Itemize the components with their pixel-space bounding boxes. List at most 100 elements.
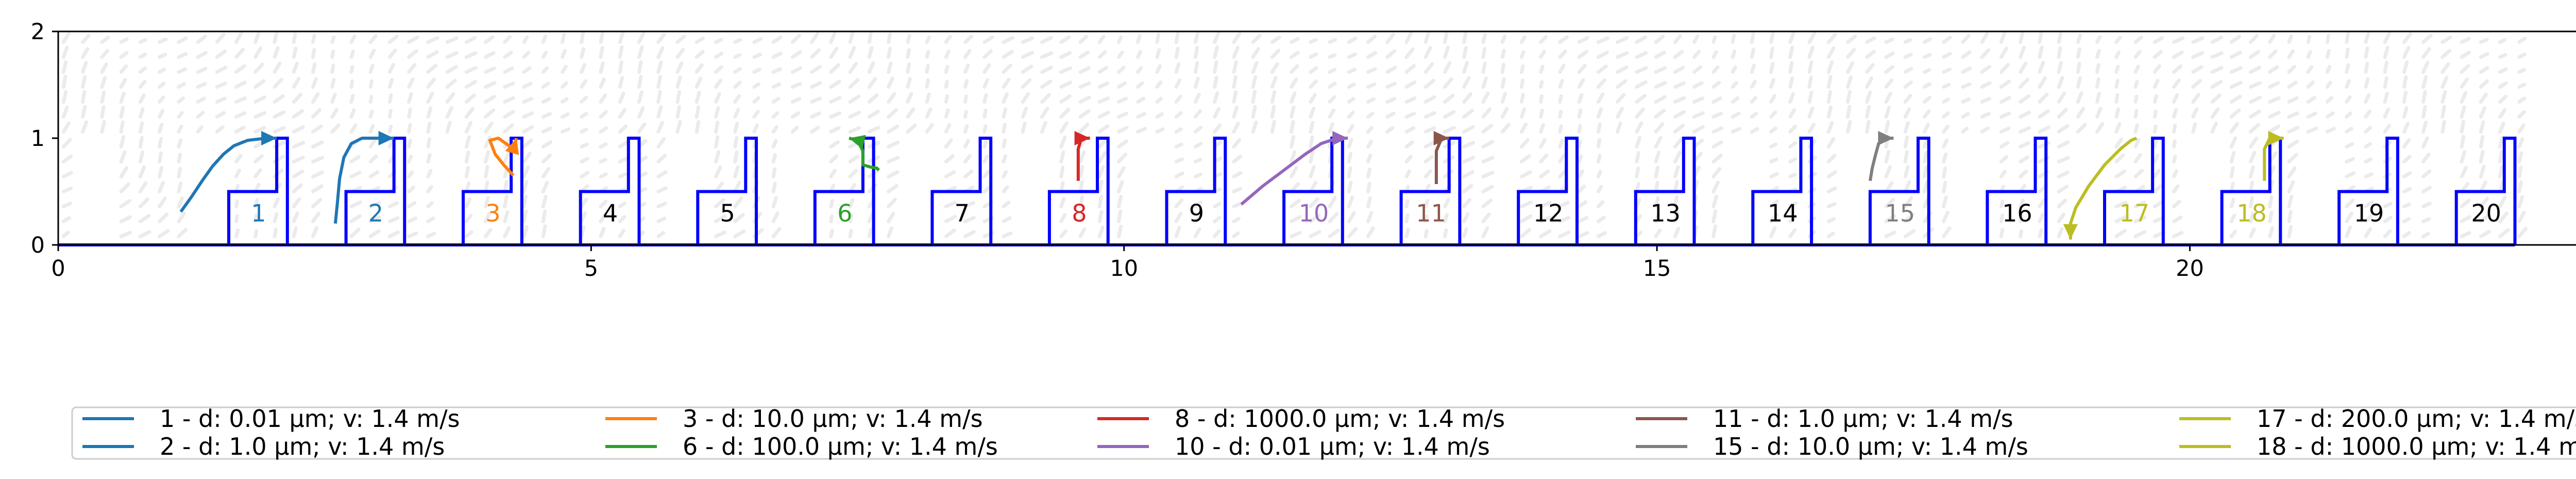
flow-arrow <box>637 90 643 104</box>
flow-arrow <box>1309 66 1318 74</box>
flow-arrow <box>1366 153 1372 164</box>
flow-arrow <box>1232 231 1240 238</box>
flow-arrow <box>2268 110 2281 119</box>
flow-arrow <box>81 47 90 59</box>
flow-arrow <box>618 172 628 179</box>
flow-arrow <box>2038 213 2044 223</box>
flow-arrow <box>100 120 106 134</box>
flow-arrow <box>1002 154 1007 164</box>
room-label-14: 14 <box>1768 199 1798 227</box>
flow-arrow <box>292 32 297 44</box>
flow-arrow <box>177 96 185 104</box>
flow-arrow <box>2364 31 2370 44</box>
flow-arrow <box>61 60 68 74</box>
flow-arrow <box>771 181 777 193</box>
flow-arrow <box>1347 110 1355 119</box>
flow-arrow <box>2345 79 2351 89</box>
flow-arrow <box>1826 232 1835 238</box>
flow-arrow <box>2383 60 2389 74</box>
flow-arrow <box>158 123 164 134</box>
flow-arrow <box>752 123 759 134</box>
flow-arrow <box>1443 228 1448 238</box>
flow-arrow <box>368 79 374 89</box>
flow-arrow <box>1999 30 2007 44</box>
flow-arrow <box>1040 79 1053 89</box>
flow-arrow <box>119 215 132 223</box>
flow-arrow <box>426 122 432 134</box>
flow-arrow <box>867 125 880 134</box>
flow-arrow <box>2114 153 2125 164</box>
flow-arrow <box>1769 199 1779 208</box>
room-outline-12 <box>1517 137 1579 245</box>
room-label-4: 4 <box>603 199 618 227</box>
flow-arrow <box>2057 76 2064 89</box>
flow-arrow <box>1462 197 1472 208</box>
flow-arrow <box>963 170 974 179</box>
flow-arrow <box>2421 105 2427 119</box>
flow-arrow <box>2421 232 2430 238</box>
flow-arrow <box>733 53 742 59</box>
flow-arrow <box>253 197 259 208</box>
flow-arrow <box>464 213 473 223</box>
flow-arrow <box>464 197 472 208</box>
y-tick-label: 0 <box>31 233 45 258</box>
flow-arrow <box>387 230 400 238</box>
flow-arrow <box>1002 216 1012 223</box>
flow-arrow <box>580 79 587 89</box>
flow-arrow <box>81 90 87 104</box>
flow-arrow <box>1059 35 1071 44</box>
flow-arrow <box>925 64 930 74</box>
flow-arrow <box>675 90 682 104</box>
flow-arrow <box>2210 65 2224 74</box>
flow-arrow <box>1635 80 1648 89</box>
flow-arrow <box>2172 139 2177 149</box>
flow-arrow <box>1922 53 1932 59</box>
flow-arrow <box>1845 75 1853 89</box>
flow-arrow <box>1539 153 1549 164</box>
flow-arrow <box>714 230 727 238</box>
flow-arrow <box>2268 226 2275 238</box>
flow-arrow <box>1519 228 1532 238</box>
flow-arrow <box>1423 46 1432 59</box>
flow-arrow <box>387 78 394 89</box>
flow-arrow <box>1711 80 1721 89</box>
flow-arrow <box>2133 169 2144 179</box>
flow-arrow <box>2019 155 2029 164</box>
flow-arrow <box>522 165 530 179</box>
flow-arrow <box>963 124 969 134</box>
flow-arrow <box>215 65 228 74</box>
flow-arrow <box>2268 195 2274 208</box>
flow-arrow <box>1404 80 1417 89</box>
flow-arrow <box>1903 135 1909 149</box>
flow-arrow <box>1059 66 1073 74</box>
flow-arrow <box>848 228 853 238</box>
flow-arrow <box>887 170 900 179</box>
flow-arrow <box>2498 228 2510 238</box>
flow-arrow <box>1078 122 1090 134</box>
flow-arrow <box>1539 35 1548 44</box>
flow-arrow <box>2383 124 2392 134</box>
trajectory-arrowhead-2 <box>378 131 394 145</box>
legend-entry-3: 3 - d: 10.0 µm; v: 1.4 m/s <box>683 405 983 433</box>
room-label-16: 16 <box>2002 199 2032 227</box>
flow-arrow <box>1116 96 1128 104</box>
flow-arrow <box>2383 76 2388 89</box>
room-outline-11 <box>1399 137 1462 245</box>
flow-arrow <box>1481 185 1494 193</box>
flow-arrow <box>61 105 69 119</box>
flow-arrow <box>1903 229 1916 238</box>
flow-arrow <box>2498 94 2508 104</box>
flow-arrow <box>1558 154 1566 164</box>
flow-arrow <box>1616 51 1629 59</box>
flow-arrow <box>1462 141 1476 149</box>
flow-arrow <box>887 32 892 44</box>
flow-arrow <box>1539 201 1552 208</box>
flow-arrow <box>484 165 489 179</box>
flow-arrow <box>1596 78 1606 89</box>
flow-arrow <box>541 112 552 119</box>
flow-arrow <box>177 111 184 119</box>
flow-arrow <box>2057 31 2062 44</box>
flow-arrow <box>541 224 547 238</box>
flow-arrow <box>541 153 552 164</box>
flow-arrow <box>503 210 510 223</box>
